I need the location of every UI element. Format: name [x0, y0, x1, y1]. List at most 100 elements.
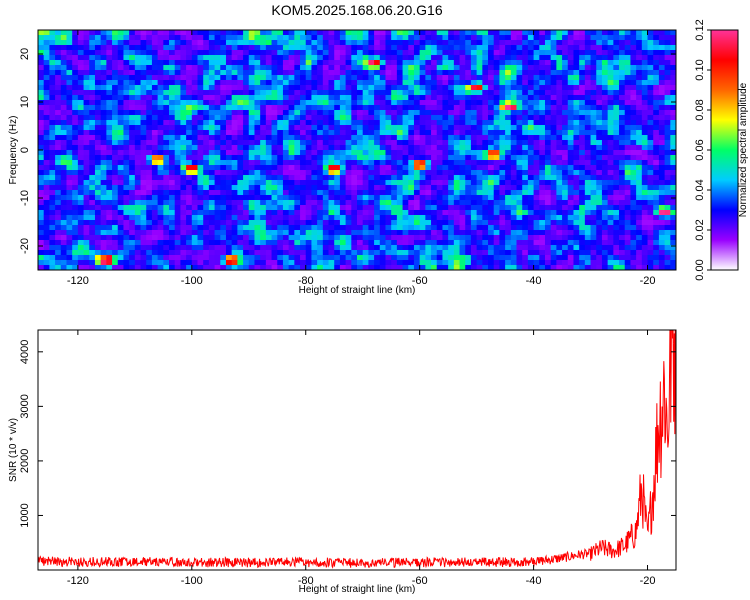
heatmap-cell [556, 90, 563, 96]
heatmap-cell [619, 230, 626, 236]
heatmap-cell [374, 175, 381, 181]
heatmap-cell [624, 230, 632, 236]
heatmap-cell [140, 175, 147, 181]
heatmap-cell [647, 140, 654, 146]
heatmap-cell [89, 50, 96, 56]
heatmap-cell [670, 210, 676, 216]
heatmap-cell [374, 90, 381, 96]
heatmap-cell [368, 120, 375, 126]
heatmap-cell [556, 225, 563, 231]
heatmap-cell [379, 165, 387, 171]
heatmap-cell [579, 115, 586, 121]
heatmap-cell [590, 190, 597, 196]
heatmap-cell [191, 135, 199, 141]
heatmap-cell [334, 60, 341, 66]
heatmap-cell [140, 220, 147, 226]
heatmap-cell [641, 95, 649, 101]
heatmap-cell [55, 40, 62, 46]
heatmap-cell [339, 205, 347, 211]
heatmap-cell [374, 120, 381, 126]
heatmap-cell [630, 30, 637, 36]
heatmap-cell [220, 45, 227, 51]
heatmap-cell [100, 110, 107, 116]
heatmap-cell [311, 85, 318, 91]
heatmap-cell [305, 125, 313, 131]
heatmap-cell [379, 185, 387, 191]
heatmap-cell [55, 225, 62, 231]
heatmap-cell [100, 245, 107, 251]
heatmap-cell [653, 105, 660, 111]
heatmap-cell [362, 110, 369, 116]
heatmap-cell [60, 180, 68, 186]
heatmap-cell [664, 35, 671, 41]
heatmap-cell [163, 155, 170, 161]
heatmap-cell [197, 40, 204, 46]
heatmap-cell [431, 45, 438, 51]
heatmap-cell [425, 125, 432, 131]
heatmap-cell [43, 85, 50, 91]
heatmap-cell [260, 40, 267, 46]
heatmap-cell [550, 65, 557, 71]
heatmap-cell [60, 80, 68, 86]
heatmap-cell [664, 30, 671, 36]
heatmap-cell [311, 225, 318, 231]
heatmap-cell [243, 85, 250, 91]
heatmap-cell [630, 180, 637, 186]
heatmap-cell [385, 110, 392, 116]
heatmap-cell [322, 95, 330, 101]
heatmap-cell [579, 80, 586, 86]
heatmap-cell [83, 135, 90, 141]
heatmap-cell [607, 210, 614, 216]
heatmap-cell [89, 245, 96, 251]
heatmap-cell [169, 170, 176, 176]
heatmap-cell [567, 190, 575, 196]
heatmap-cell [567, 45, 575, 51]
heatmap-cell [362, 75, 369, 81]
heatmap-cell [260, 240, 267, 246]
heatmap-cell [670, 200, 676, 206]
heatmap-cell [112, 40, 119, 46]
heatmap-cell [123, 35, 130, 41]
heatmap-cell [613, 65, 620, 71]
heatmap-cell [493, 150, 501, 156]
heatmap-cell [243, 95, 250, 101]
heatmap-cell [544, 160, 552, 166]
heatmap-cell [368, 210, 375, 216]
heatmap-cell [55, 125, 62, 131]
heatmap-cell [317, 210, 324, 216]
heatmap-cell [129, 95, 136, 101]
heatmap-cell [322, 240, 330, 246]
heatmap-cell [544, 35, 552, 41]
heatmap-cell [38, 45, 45, 51]
heatmap-cell [368, 60, 375, 66]
heatmap-cell [134, 230, 142, 236]
heatmap-cell [470, 210, 478, 216]
heatmap-cell [49, 125, 56, 131]
heatmap-cell [636, 245, 643, 251]
heatmap-cell [60, 205, 68, 211]
heatmap-cell [590, 170, 597, 176]
heatmap-cell [180, 120, 187, 126]
heatmap-cell [630, 245, 637, 251]
heatmap-cell [544, 180, 552, 186]
heatmap-cell [282, 225, 290, 231]
heatmap-cell [516, 135, 523, 141]
heatmap-cell [453, 170, 461, 176]
heatmap-cell [590, 135, 597, 141]
heatmap-cell [282, 60, 290, 66]
heatmap-cell [505, 140, 512, 146]
heatmap-cell [476, 35, 483, 41]
heatmap-cell [300, 220, 307, 226]
heatmap-cell [647, 225, 654, 231]
heatmap-cell [470, 205, 478, 211]
heatmap-cell [357, 235, 364, 241]
heatmap-cell [146, 220, 153, 226]
heatmap-cell [49, 205, 56, 211]
heatmap-cell [368, 85, 375, 91]
heatmap-cell [522, 200, 529, 206]
heatmap-cell [134, 65, 142, 71]
heatmap-cell [277, 35, 284, 41]
heatmap-cell [419, 195, 426, 201]
heatmap-cell [271, 90, 278, 96]
heatmap-cell [169, 180, 176, 186]
